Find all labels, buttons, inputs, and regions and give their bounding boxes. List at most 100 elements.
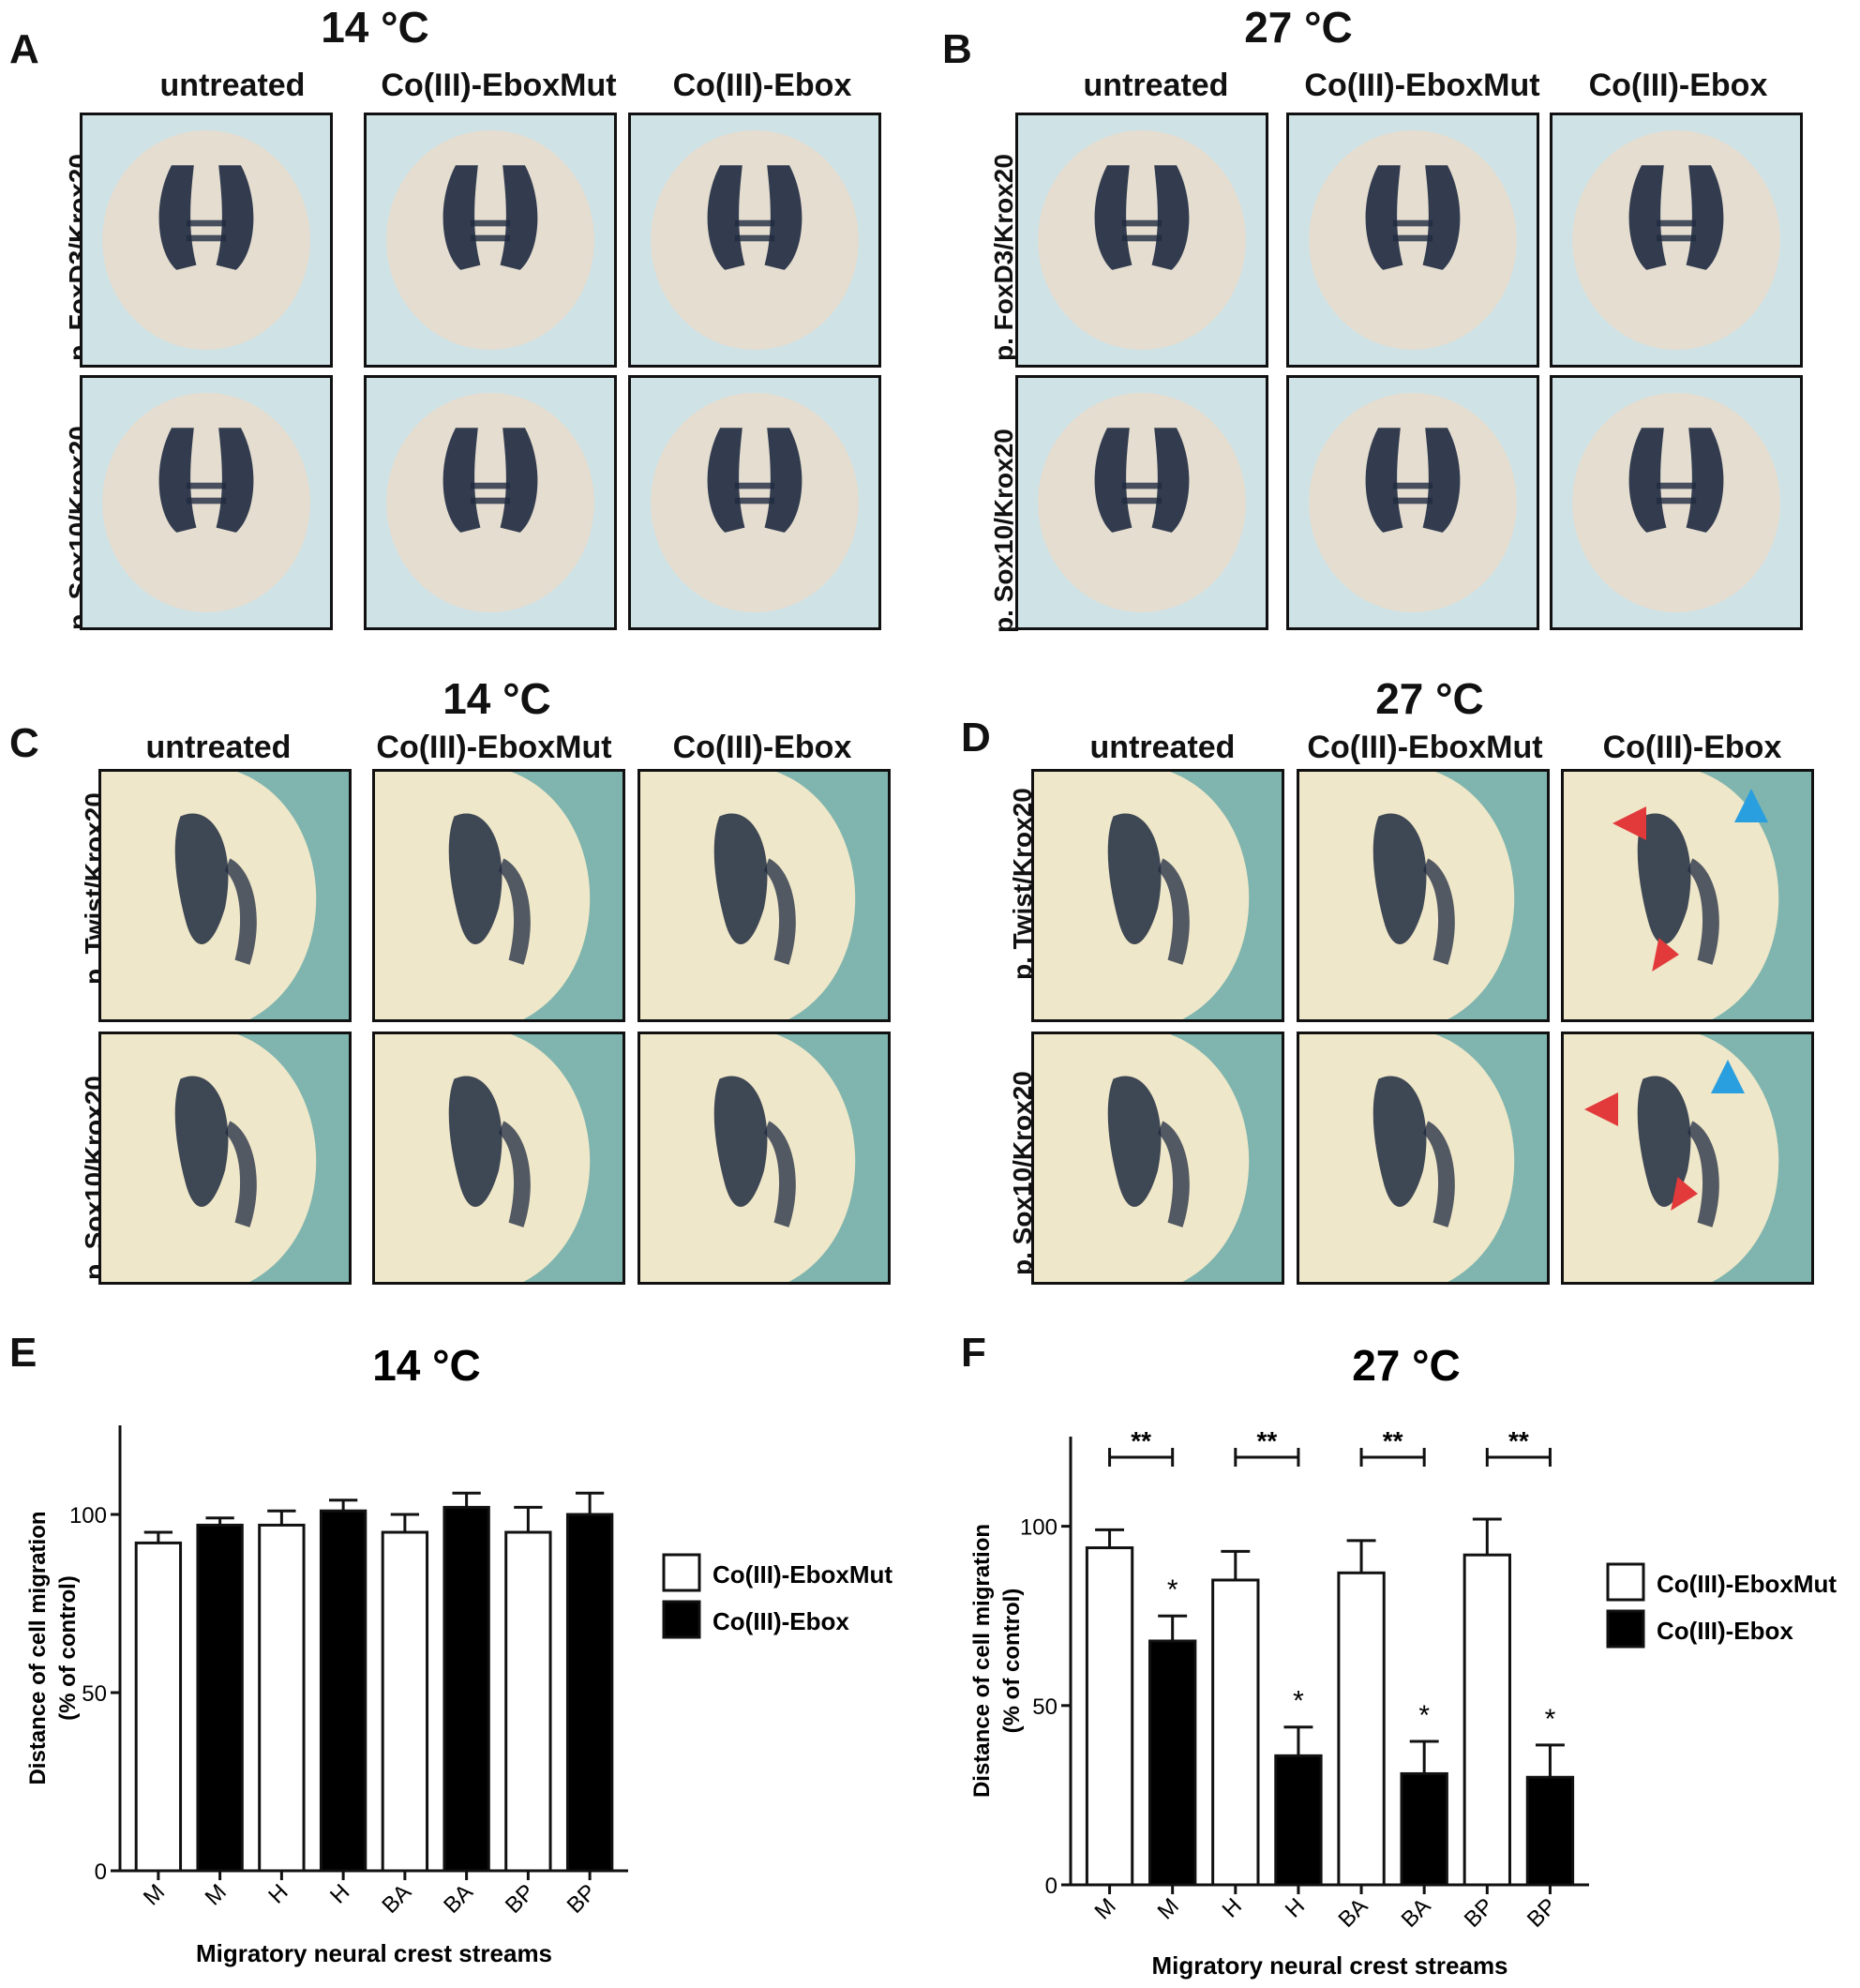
charte-xtick-label: BP (562, 1879, 602, 1919)
chartf-xtick-label: BA (1397, 1893, 1436, 1933)
charte-xtick-label: H (325, 1879, 354, 1908)
charte-bar (504, 1530, 552, 1873)
charte-xtick-label: BA (377, 1879, 416, 1919)
chartf-bar (1462, 1553, 1511, 1887)
panel-c-image-row1-col1 (98, 769, 352, 1022)
chartf-xtick-label: M (1090, 1893, 1121, 1924)
charte-bar (565, 1513, 614, 1873)
charte-bar (258, 1523, 306, 1873)
chartf-pair-star: ** (1131, 1426, 1151, 1455)
panel-d-image-row2-col1 (1031, 1032, 1284, 1285)
chartf-xtick-label: BP (1460, 1893, 1499, 1933)
charte-xtick-label: M (139, 1879, 170, 1910)
panel-letter-b: B (942, 26, 972, 72)
chartf-bar (1400, 1771, 1448, 1887)
chartf-bar (1525, 1775, 1575, 1887)
charte-bar (134, 1541, 183, 1873)
panel-d-col-untreated: untreated (1089, 730, 1236, 765)
charte-legend-label: Co(III)-Ebox (712, 1607, 849, 1635)
chartf-bar (1085, 1546, 1134, 1887)
panel-b-image-row1-col1 (1015, 113, 1268, 368)
chartf-pair-star: ** (1383, 1426, 1403, 1455)
chart-e: 14 °C 0 50 100 Distance of cell migration (% … (0, 1332, 928, 1983)
chartf-bar (1211, 1578, 1260, 1887)
chartf-ytick-label: 0 (1045, 1874, 1058, 1899)
panel-d-image-row1-col3 (1561, 769, 1814, 1022)
charte-legend-label: Co(III)-EboxMut (712, 1560, 892, 1589)
panel-a-image-row2-col1 (80, 375, 333, 630)
chartf-bar (1148, 1639, 1197, 1887)
panel-c-image-row1-col3 (638, 769, 891, 1022)
chartf-legend-swatch (1606, 1562, 1645, 1602)
panel-letter-e: E (9, 1330, 38, 1376)
chartf-xtick-label: H (1218, 1893, 1247, 1922)
chartf-xtick-label: M (1153, 1893, 1184, 1924)
panel-b-col-eboxmut: Co(III)-EboxMut (1304, 68, 1540, 103)
chartf-significance-star: * (1418, 1700, 1430, 1731)
charte-title: 14 °C (372, 1341, 481, 1390)
chartf-significance-star: * (1167, 1574, 1178, 1605)
charte-ytick-label: 100 (69, 1503, 107, 1529)
panel-a-image-row1-col1 (80, 113, 333, 368)
chartf-pair-star: ** (1256, 1426, 1277, 1455)
chartf-legend-swatch (1606, 1609, 1645, 1649)
panel-d-image-row1-col1 (1031, 769, 1284, 1022)
panel-b-col-ebox: Co(III)-Ebox (1588, 68, 1768, 103)
panel-a-image-row2-col3 (628, 375, 881, 630)
chartf-title: 27 °C (1352, 1341, 1461, 1390)
chartf-ylabel-line: (% of control) (999, 1589, 1025, 1734)
chartf-ytick-label: 100 (1020, 1515, 1058, 1541)
charte-xtick-label: BA (439, 1879, 478, 1919)
panel-b-image-row2-col1 (1015, 375, 1268, 630)
panel-a-temperature: 14 °C (321, 3, 429, 52)
chartf-legend-label: Co(III)-Ebox (1657, 1617, 1793, 1645)
panel-c-temperature: 14 °C (442, 674, 551, 723)
chartf-ylabel-line: Distance of cell migration (969, 1524, 995, 1798)
panel-c-col-ebox: Co(III)-Ebox (672, 730, 852, 765)
panel-a-image-row1-col2 (364, 113, 617, 368)
charte-bar (442, 1505, 490, 1873)
panel-b-col-untreated: untreated (1083, 68, 1229, 103)
panel-letter-a: A (9, 26, 39, 72)
panel-c-image-row2-col1 (98, 1032, 352, 1285)
panel-a-image-row2-col2 (364, 375, 617, 630)
chart-f-svg: 27 °C 0 50 100 Distance of cell migration (% … (969, 1341, 1837, 1980)
charte-xtick-label: M (201, 1879, 232, 1910)
panel-b-image-row2-col2 (1286, 375, 1539, 630)
charte-xtick-label: BP (501, 1879, 540, 1919)
panel-letter-f: F (961, 1330, 986, 1376)
panel-b-temperature: 27 °C (1244, 3, 1353, 52)
chart-f: 27 °C 0 50 100 Distance of cell migration (% … (928, 1332, 1860, 1983)
panel-letter-d: D (961, 715, 991, 761)
chartf-xtick-label: BP (1522, 1893, 1562, 1933)
panel-d-image-row2-col3 (1561, 1032, 1814, 1285)
panel-c-col-untreated: untreated (145, 730, 292, 765)
chartf-xtick-label: H (1281, 1893, 1310, 1922)
panel-b-image-row2-col3 (1550, 375, 1803, 630)
chartf-ytick-label: 50 (1032, 1694, 1058, 1720)
panel-d-image-row2-col2 (1297, 1032, 1550, 1285)
panel-c-col-eboxmut: Co(III)-EboxMut (376, 730, 612, 765)
panel-a-image-row1-col3 (628, 113, 881, 368)
charte-legend-swatch (662, 1600, 701, 1639)
charte-bar (196, 1523, 244, 1873)
panel-c-image-row1-col2 (372, 769, 625, 1022)
charte-bar (381, 1530, 429, 1873)
panel-c-image-row2-col2 (372, 1032, 625, 1285)
charte-ytick-label: 0 (95, 1860, 107, 1885)
chartf-significance-star: * (1293, 1686, 1304, 1717)
chartf-xtick-label: BA (1334, 1893, 1373, 1933)
chartf-legend-label: Co(III)-EboxMut (1657, 1570, 1837, 1598)
chartf-bar (1337, 1571, 1386, 1887)
panel-b-image-row1-col3 (1550, 113, 1803, 368)
chartf-significance-star: * (1545, 1704, 1556, 1735)
panel-d-image-row1-col2 (1297, 769, 1550, 1022)
chartf-bar (1274, 1754, 1323, 1887)
panel-b-image-row1-col2 (1286, 113, 1539, 368)
chart-e-svg: 14 °C 0 50 100 Distance of cell migration (% … (25, 1341, 892, 1967)
charte-ylabel-line: (% of control) (55, 1575, 81, 1721)
panel-a-col-untreated: untreated (159, 68, 306, 103)
charte-legend-swatch (662, 1553, 701, 1592)
charte-xlabel: Migratory neural crest streams (196, 1939, 552, 1967)
charte-ylabel-line: Distance of cell migration (25, 1511, 51, 1785)
